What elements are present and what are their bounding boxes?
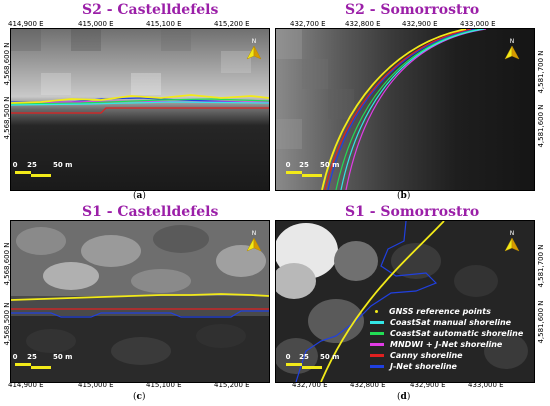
panel-c-title: S1 - Castelldefels — [82, 204, 219, 220]
legend-label-coastsat-manual: CoastSat manual shoreline — [390, 318, 512, 327]
panel-a-scale-bar: 0 25 50 m — [13, 161, 72, 177]
legend-item-mndwi: MNDWI + J-Net shoreline — [370, 339, 540, 350]
panel-d-speckle — [276, 223, 528, 374]
panel-d-map: N 0 25 50 m — [275, 220, 535, 383]
panel-d-map-svg: N 0 25 50 m — [276, 221, 534, 382]
svg-text:25: 25 — [299, 353, 309, 361]
panel-a-pixel-texture — [11, 29, 251, 95]
svg-text:N: N — [510, 38, 515, 45]
panel-c-scale-bar: 0 25 50 m — [13, 353, 72, 369]
panel-d-tick-bottom-4: 433,000 E — [468, 381, 504, 389]
legend-swatch-mndwi — [370, 343, 384, 346]
panel-b-tick-right-2: 4,581,600 N — [537, 104, 545, 148]
panel-b-scale-bar: 0 25 50 m — [286, 161, 339, 177]
panel-a-tick-top-1: 414,900 E — [8, 20, 44, 28]
caption-b: (b) — [397, 191, 411, 201]
panel-c-north-arrow: N — [246, 230, 262, 252]
panel-c-gnss-points — [11, 293, 269, 301]
panel-d-scale-bar: 0 25 50 m — [286, 353, 339, 369]
svg-text:25: 25 — [27, 161, 37, 169]
panel-b-pixel-texture — [276, 29, 354, 149]
legend-item-coastsat-manual: CoastSat manual shoreline — [370, 317, 540, 328]
svg-text:50 m: 50 m — [320, 161, 339, 169]
panel-b-coastsat-auto — [335, 29, 482, 190]
panel-a-coastsat-manual — [11, 101, 269, 106]
svg-text:50 m: 50 m — [53, 353, 72, 361]
panel-c-map: N 0 25 50 m — [10, 220, 270, 383]
panel-a-raster — [11, 29, 269, 190]
panel-c-tick-bottom-4: 415,200 E — [214, 381, 250, 389]
panel-c-tick-bottom-1: 414,900 E — [8, 381, 44, 389]
panel-b-coastsat-manual — [340, 29, 485, 190]
legend-swatch-coastsat-auto — [370, 332, 384, 335]
panel-c-tick-bottom-3: 415,100 E — [146, 381, 182, 389]
legend-swatch-gnss — [375, 310, 378, 313]
panel-b-map: N 0 25 50 m — [275, 28, 535, 191]
panel-d-tick-right-1: 4,581,700 N — [537, 244, 545, 288]
panel-b-tick-top-4: 433,000 E — [460, 20, 496, 28]
panel-a-tick-top-2: 415,000 E — [78, 20, 114, 28]
panel-a-title: S2 - Castelldefels — [82, 2, 219, 18]
panel-d-tick-bottom-2: 432,800 E — [350, 381, 386, 389]
legend-item-jnet: J-Net shoreline — [370, 361, 540, 372]
panel-d-jnet-shoreline — [295, 221, 438, 382]
panel-a-map-svg: N 0 25 50 m — [11, 29, 269, 190]
panel-d-title: S1 - Somorrostro — [345, 204, 480, 220]
panel-a-north-arrow: N — [246, 38, 262, 60]
panel-b-tick-top-2: 432,800 E — [345, 20, 381, 28]
legend-swatch-canny — [370, 354, 384, 357]
panel-c-speckle — [11, 221, 269, 365]
panel-a-map: N 0 25 50 m — [10, 28, 270, 191]
panel-a-canny-shoreline — [11, 107, 269, 114]
legend-label-jnet: J-Net shoreline — [390, 362, 457, 371]
legend-label-canny: Canny shoreline — [390, 351, 463, 360]
panel-d-gnss-points — [320, 221, 445, 382]
legend-item-coastsat-auto: CoastSat automatic shoreline — [370, 328, 540, 339]
svg-text:N: N — [252, 38, 257, 45]
legend-item-gnss: GNSS reference points — [370, 306, 540, 317]
svg-text:0: 0 — [13, 161, 18, 169]
panel-b-tick-right-1: 4,581,700 N — [537, 50, 545, 94]
caption-a: (a) — [133, 191, 146, 201]
panel-d-tick-bottom-1: 432,700 E — [292, 381, 328, 389]
panel-c-map-svg: N 0 25 50 m — [11, 221, 269, 382]
svg-text:0: 0 — [286, 161, 291, 169]
legend-label-gnss: GNSS reference points — [389, 307, 491, 316]
panel-d-north-arrow: N — [504, 230, 520, 252]
legend-item-canny: Canny shoreline — [370, 350, 540, 361]
panel-b-tick-top-1: 432,700 E — [290, 20, 326, 28]
svg-text:N: N — [252, 230, 257, 237]
panel-c-jnet-shoreline — [11, 310, 269, 318]
svg-text:N: N — [510, 230, 515, 237]
panel-a-tick-top-4: 415,200 E — [214, 20, 250, 28]
panel-b-north-arrow: N — [504, 38, 520, 60]
caption-d: (d) — [397, 392, 411, 402]
legend: GNSS reference points CoastSat manual sh… — [370, 306, 540, 372]
svg-text:0: 0 — [286, 353, 291, 361]
svg-text:50 m: 50 m — [320, 353, 339, 361]
panel-b-title: S2 - Somorrostro — [345, 2, 480, 18]
legend-label-coastsat-auto: CoastSat automatic shoreline — [390, 329, 524, 338]
panel-a-coastsat-auto — [11, 98, 269, 105]
caption-c: (c) — [133, 392, 146, 402]
panel-a-tick-top-3: 415,100 E — [146, 20, 182, 28]
panel-b-raster — [276, 29, 534, 190]
panel-b-map-svg: N 0 25 50 m — [276, 29, 534, 190]
panel-b-canny-shoreline — [324, 29, 472, 190]
panel-c-tick-bottom-2: 415,000 E — [78, 381, 114, 389]
legend-swatch-jnet — [370, 365, 384, 368]
legend-swatch-coastsat-manual — [370, 321, 384, 324]
panel-a-gnss-points — [11, 94, 269, 104]
panel-d-tick-bottom-3: 432,900 E — [410, 381, 446, 389]
svg-text:25: 25 — [299, 161, 309, 169]
panel-b-gnss-points — [321, 29, 467, 190]
svg-text:0: 0 — [13, 353, 18, 361]
panel-b-tick-top-3: 432,900 E — [402, 20, 438, 28]
panel-b-jnet-shoreline — [327, 29, 477, 190]
svg-text:50 m: 50 m — [53, 161, 72, 169]
svg-text:25: 25 — [27, 353, 37, 361]
legend-label-mndwi: MNDWI + J-Net shoreline — [390, 340, 503, 349]
